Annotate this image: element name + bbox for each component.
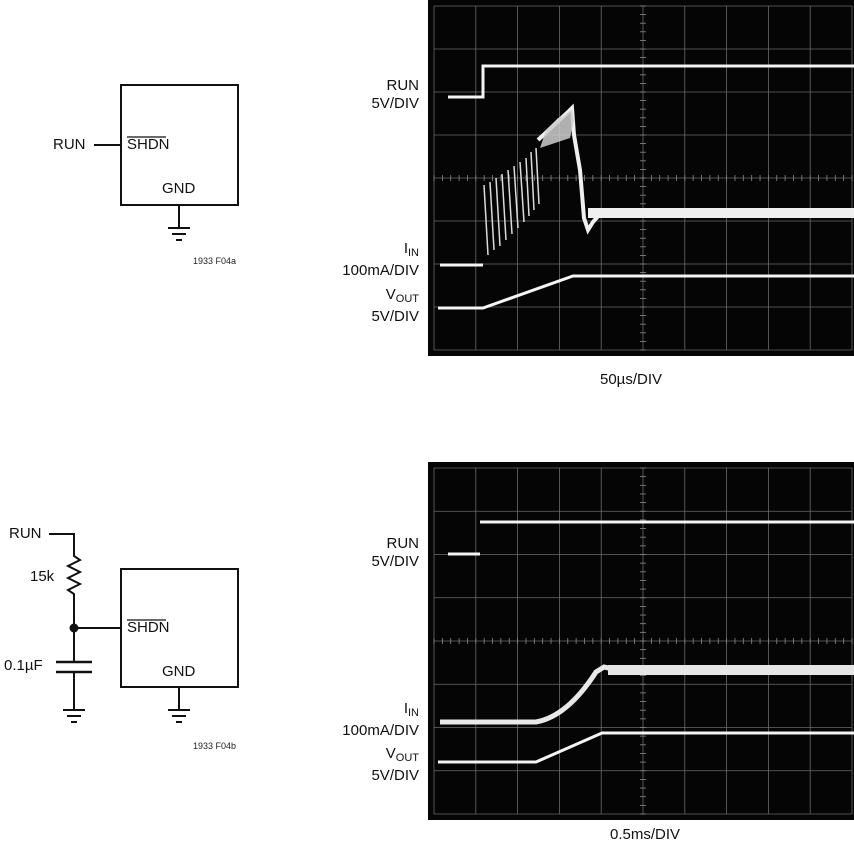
bottom-time-scale: 0.5ms/DIV	[610, 826, 681, 843]
gnd-pin-label: GND	[162, 663, 196, 680]
run-trace	[448, 64, 854, 99]
run-wire	[49, 533, 75, 552]
shdn-pin-label: SHDN	[127, 136, 170, 153]
iin-ramp-pulses	[483, 147, 540, 256]
iin-trace-label: IIN 100mA/DIV	[342, 240, 419, 279]
bottom-oscilloscope	[428, 462, 854, 820]
capacitor-0.1uF	[56, 628, 92, 710]
vout-trace	[438, 731, 854, 764]
figure-id: 1933 F04a	[193, 256, 237, 266]
top-scope-screen	[433, 5, 854, 351]
scope-grid	[433, 5, 853, 351]
run-trace-label: RUN 5V/DIV	[371, 535, 419, 570]
vout-trace-label: VOUT 5V/DIV	[371, 286, 419, 325]
vout-trace-label: VOUT 5V/DIV	[371, 745, 419, 784]
iin-trace-label: IIN 100mA/DIV	[342, 700, 419, 739]
iin-steady-band	[588, 208, 854, 218]
vout-trace	[438, 274, 854, 310]
top-schematic-drawing	[94, 84, 239, 241]
run-label: RUN	[9, 525, 42, 542]
run-trace	[448, 520, 854, 556]
bottom-schematic-drawing	[49, 533, 239, 723]
top-oscilloscope	[428, 0, 854, 356]
ground-symbol-cap	[63, 709, 85, 723]
iin-peak-band	[540, 110, 574, 148]
capacitor-label: 0.1µF	[4, 657, 43, 674]
figure-id: 1933 F04b	[193, 741, 237, 751]
iin-trace	[440, 664, 854, 725]
resistor-label: 15k	[30, 568, 55, 585]
shdn-pin-label: SHDN	[127, 619, 170, 636]
run-trace-label: RUN 5V/DIV	[371, 77, 419, 112]
iin-steady-band	[608, 665, 854, 675]
scope-grid	[433, 467, 853, 815]
resistor-15k	[65, 552, 83, 628]
ground-symbol-ic	[168, 687, 190, 723]
gnd-pin-label: GND	[162, 180, 196, 197]
bottom-scope-screen	[433, 467, 854, 815]
run-label: RUN	[53, 136, 86, 153]
top-time-scale: 50µs/DIV	[600, 371, 662, 388]
ground-symbol	[168, 205, 190, 241]
